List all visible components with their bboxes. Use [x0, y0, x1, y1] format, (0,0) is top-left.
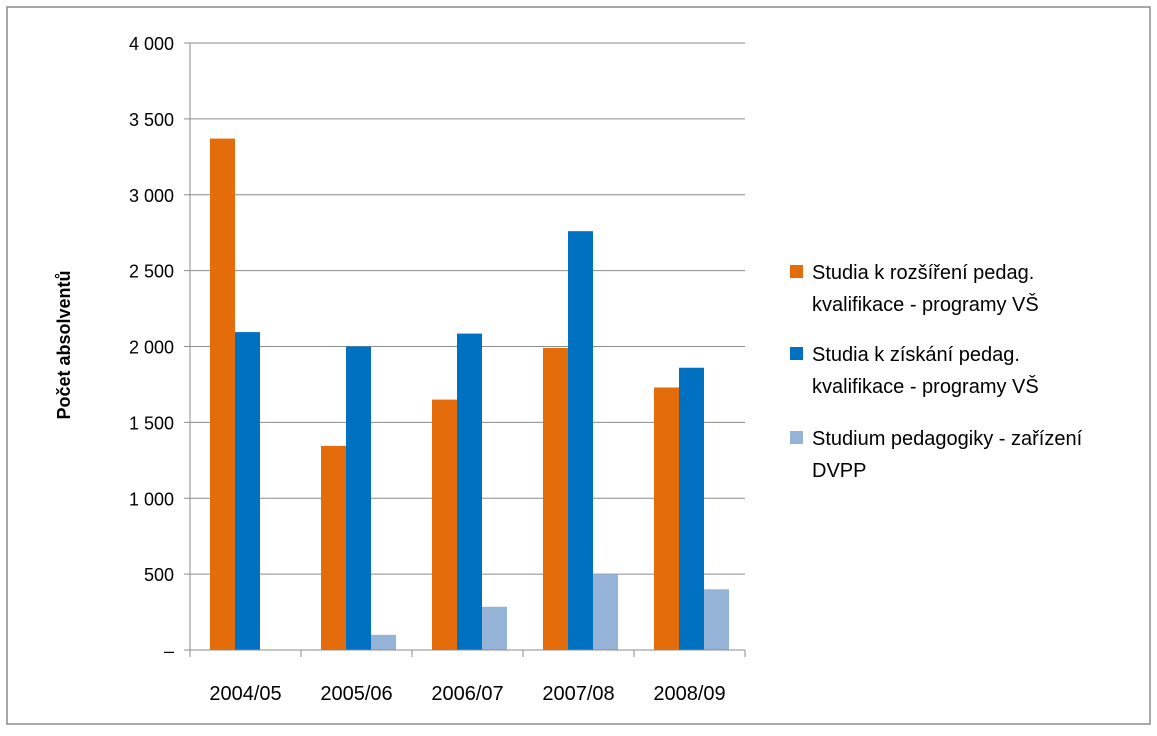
- legend-label: kvalifikace - programy VŠ: [812, 293, 1039, 316]
- gridlines: [190, 42, 745, 575]
- y-tick-label: 3 500: [129, 110, 174, 130]
- legend-label: Studium pedagogiky - zařízení: [812, 428, 1083, 450]
- x-tick-label: 2008/09: [653, 683, 725, 705]
- bar: [593, 574, 618, 650]
- y-tick-label: 2 000: [129, 338, 174, 358]
- legend: Studia k rozšíření pedag. kvalifikace - p…: [790, 262, 1083, 482]
- axes: – 500 1 000 1 500 2 000 2 500 3 000 3 500 4 000 2…: [129, 34, 746, 705]
- bar: [543, 348, 568, 650]
- x-tick-label: 2005/06: [320, 683, 392, 705]
- y-tick-label: 2 500: [129, 262, 174, 282]
- bar: [432, 399, 457, 650]
- y-tick-label: 500: [144, 565, 174, 585]
- bar: [482, 606, 507, 650]
- y-axis-label: Počet absolventů: [54, 270, 74, 419]
- bar: [457, 333, 482, 650]
- x-tick-label: 2004/05: [209, 683, 281, 705]
- legend-label: DVPP: [812, 460, 866, 482]
- legend-swatch: [790, 347, 803, 360]
- bar: [704, 589, 729, 650]
- bar: [210, 138, 235, 651]
- legend-label: Studia k rozšíření pedag.: [812, 262, 1034, 284]
- legend-label: kvalifikace - programy VŠ: [812, 375, 1039, 398]
- legend-swatch: [790, 265, 803, 278]
- bar: [321, 445, 346, 650]
- bar: [654, 387, 679, 650]
- bar: [568, 231, 593, 651]
- y-tick-label: 3 000: [129, 186, 174, 206]
- bar: [371, 634, 396, 650]
- y-tick-label: 1 000: [129, 489, 174, 509]
- y-tick-label: 1 500: [129, 413, 174, 433]
- y-tick-label: 4 000: [129, 34, 174, 54]
- bar: [679, 367, 704, 650]
- x-tick-label: 2006/07: [431, 683, 503, 705]
- legend-label: Studia k získání pedag.: [812, 344, 1020, 366]
- bar: [235, 332, 260, 650]
- y-tick-label: –: [164, 641, 174, 661]
- x-tick-label: 2007/08: [542, 683, 614, 705]
- legend-swatch: [790, 431, 803, 444]
- bar: [346, 346, 371, 650]
- bars: [210, 138, 729, 651]
